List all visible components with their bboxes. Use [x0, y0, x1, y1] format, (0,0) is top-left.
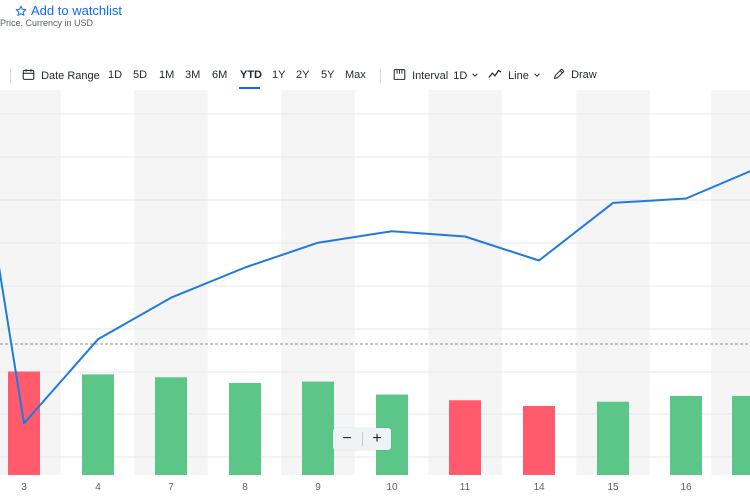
volume-bar — [670, 395, 702, 475]
chart-type-dropdown[interactable]: Line — [488, 68, 541, 82]
range-5d[interactable]: 5D — [133, 69, 148, 81]
x-tick-label: 16 — [680, 482, 692, 493]
draw-label: Draw — [571, 69, 597, 81]
quote-header: ) Add to watchlist Price. Currency in US… — [0, 0, 750, 34]
chart-type-label: Line — [508, 70, 529, 82]
toolbar-divider — [380, 69, 381, 83]
volume-bar — [732, 395, 750, 475]
price-chart[interactable]: 3 4 7 8 9 10 11 14 15 16 — [0, 90, 750, 500]
range-1d[interactable]: 1D — [108, 69, 123, 81]
chevron-down-icon — [534, 73, 540, 77]
zoom-control: − + — [333, 428, 391, 450]
currency-note: Price. Currency in USD — [0, 18, 94, 28]
x-tick-label: 8 — [242, 482, 248, 493]
interval-label: Interval — [412, 70, 449, 82]
volume-bar — [449, 400, 481, 475]
x-tick-label: 7 — [168, 482, 174, 493]
date-range-label: Date Range — [41, 70, 100, 82]
chevron-down-icon — [472, 73, 479, 77]
volume-bar — [523, 406, 555, 475]
line-chart-icon — [488, 69, 502, 78]
zoom-divider — [362, 432, 363, 446]
chart-toolbar: Date Range 1D 5D 1M 3M 6M YTD 1Y 2Y 5Y M… — [0, 62, 750, 90]
range-2y[interactable]: 2Y — [296, 69, 310, 81]
x-tick-label: 3 — [21, 482, 27, 493]
range-6m[interactable]: 6M — [212, 69, 228, 81]
volume-bar — [155, 377, 187, 475]
volume-bar — [229, 383, 261, 475]
volume-bar — [82, 374, 114, 475]
x-tick-label: 9 — [315, 482, 321, 493]
interval-dropdown[interactable]: Interval 1D — [393, 68, 479, 82]
range-1y[interactable]: 1Y — [272, 69, 286, 81]
x-tick-label: 10 — [386, 482, 398, 493]
range-ytd[interactable]: YTD — [240, 69, 262, 81]
x-tick-label: 15 — [607, 482, 619, 493]
toolbar-divider — [10, 69, 11, 83]
volume-bar — [597, 401, 629, 475]
range-max[interactable]: Max — [345, 69, 366, 81]
draw-button[interactable]: Draw — [553, 68, 597, 81]
interval-icon — [393, 69, 406, 80]
active-range-indicator — [239, 87, 260, 89]
zoom-out-button[interactable]: − — [342, 430, 352, 447]
volume-bar — [302, 381, 334, 475]
x-tick-label: 14 — [533, 482, 545, 493]
x-tick-label: 11 — [459, 482, 471, 493]
date-range-button[interactable]: Date Range — [22, 68, 100, 82]
range-3m[interactable]: 3M — [185, 69, 201, 81]
add-to-watchlist-label: Add to watchlist — [31, 3, 123, 18]
price-line — [0, 170, 750, 425]
zoom-in-button[interactable]: + — [372, 430, 382, 447]
calendar-icon — [22, 69, 35, 80]
chart-canvas[interactable] — [0, 90, 750, 500]
title-fragment: ) — [0, 2, 1, 18]
interval-value: 1D — [453, 70, 468, 82]
range-5y[interactable]: 5Y — [321, 69, 335, 81]
add-to-watchlist-button[interactable]: Add to watchlist — [15, 3, 122, 18]
x-tick-label: 4 — [95, 482, 101, 493]
star-icon — [15, 5, 27, 16]
pencil-icon — [554, 68, 565, 79]
range-1m[interactable]: 1M — [159, 69, 175, 81]
